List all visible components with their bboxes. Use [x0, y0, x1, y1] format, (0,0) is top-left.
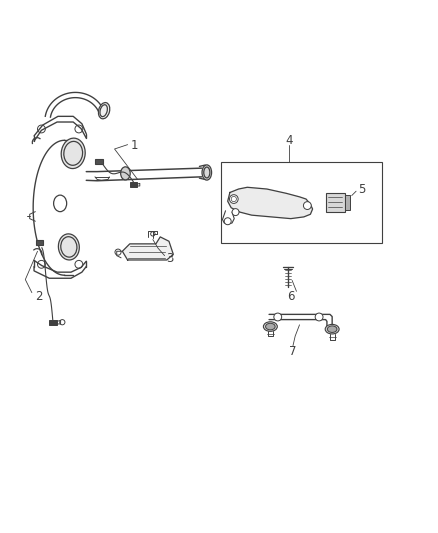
Circle shape: [315, 313, 323, 321]
Text: 6: 6: [287, 290, 295, 303]
Circle shape: [304, 201, 311, 209]
Text: 7: 7: [289, 345, 297, 358]
Text: 1: 1: [131, 139, 138, 151]
Polygon shape: [122, 237, 173, 260]
Bar: [95, 159, 103, 164]
Ellipse shape: [120, 167, 130, 180]
Ellipse shape: [61, 138, 85, 168]
Bar: [325, 193, 345, 212]
Ellipse shape: [263, 322, 277, 332]
Circle shape: [274, 313, 282, 321]
Bar: [36, 240, 43, 245]
Text: 2: 2: [35, 289, 43, 303]
Ellipse shape: [58, 234, 79, 260]
Polygon shape: [228, 187, 313, 219]
Ellipse shape: [327, 326, 337, 333]
Circle shape: [230, 195, 238, 204]
Ellipse shape: [325, 325, 339, 334]
Bar: [49, 320, 57, 325]
Text: 5: 5: [358, 183, 365, 196]
Circle shape: [232, 208, 239, 215]
Ellipse shape: [202, 165, 212, 180]
Text: 3: 3: [166, 252, 174, 265]
Bar: [221, 162, 382, 243]
Bar: [130, 182, 137, 187]
Circle shape: [224, 218, 231, 225]
Ellipse shape: [265, 324, 275, 330]
Text: 4: 4: [285, 134, 293, 147]
Ellipse shape: [99, 102, 110, 119]
Bar: [345, 195, 350, 210]
